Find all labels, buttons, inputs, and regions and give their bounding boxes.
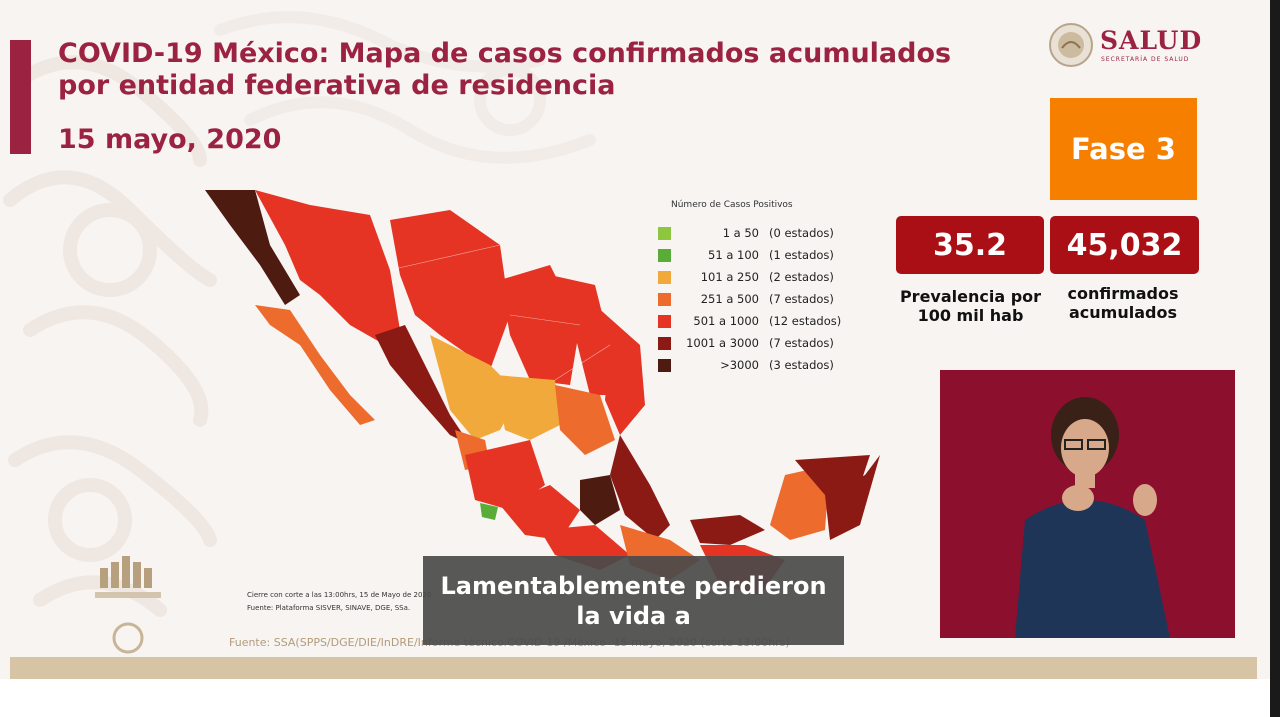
legend-range: 51 a 100 — [708, 248, 759, 262]
confirmed-value-box: 45,032 — [1050, 216, 1199, 274]
state-sonora — [255, 190, 400, 345]
note-line-2: Fuente: Plataforma SISVER, SINAVE, DGE, … — [247, 604, 411, 612]
legend-states-count: (0 estados) — [769, 226, 834, 240]
state-sinaloa — [375, 325, 470, 445]
seal-icon — [1049, 23, 1093, 67]
state-campeche — [770, 465, 830, 540]
state-tamaulipas — [595, 305, 645, 435]
government-emblem — [95, 556, 161, 654]
legend-swatch — [658, 248, 671, 262]
legend-states-count: (7 estados) — [769, 336, 834, 350]
legend-item: 1 a 50 (0 estados) — [658, 222, 878, 244]
map-notes: Cierre con corte a las 13:00hrs, 15 de M… — [247, 589, 431, 615]
legend-states-count: (12 estados) — [769, 314, 842, 328]
logo-subtext: SECRETARÍA DE SALUD — [1101, 56, 1190, 63]
legend-swatch — [658, 292, 671, 306]
interpreter-figure — [1015, 397, 1170, 638]
prevalence-label-line-1: Prevalencia por — [899, 287, 1042, 306]
state-colima — [480, 503, 498, 520]
legend-item: 501 a 1000 (12 estados) — [658, 310, 878, 332]
caption-text: Lamentablemente perdieron la vida a — [440, 571, 827, 630]
legend-range: >3000 — [720, 358, 759, 372]
state-quintana-roo — [825, 455, 880, 540]
state-nuevo-leon — [550, 275, 620, 395]
legend-swatch — [658, 336, 671, 350]
state-jalisco — [465, 440, 545, 510]
prevalence-label-line-2: 100 mil hab — [917, 306, 1024, 325]
prevalence-value-box: 35.2 — [896, 216, 1044, 274]
legend-swatch — [658, 314, 671, 328]
slide-title: COVID-19 México: Mapa de casos confirmad… — [58, 38, 958, 102]
legend-range: 101 a 250 — [700, 270, 759, 284]
legend-range: 501 a 1000 — [693, 314, 759, 328]
confirmed-value: 45,032 — [1066, 227, 1183, 263]
state-chihuahua — [390, 210, 510, 370]
legend-states-count: (3 estados) — [769, 358, 834, 372]
slide-title-line-2: por entidad federativa de residencia — [58, 70, 616, 101]
legend-range: 1001 a 3000 — [686, 336, 759, 350]
legend-title: Número de Casos Positivos — [671, 200, 793, 210]
legend-swatch — [658, 358, 671, 372]
legend-states-count: (1 estados) — [769, 248, 834, 262]
background-pattern-top — [214, 11, 596, 164]
legend-states-count: (7 estados) — [769, 292, 834, 306]
legend-item: 251 a 500 (7 estados) — [658, 288, 878, 310]
confirmed-label-line-1: confirmados — [1067, 284, 1179, 303]
legend-range: 1 a 50 — [722, 226, 759, 240]
title-accent-bar — [10, 40, 31, 154]
confirmed-label: confirmados acumulados — [1047, 284, 1199, 322]
footer-gold-bar — [10, 657, 1257, 679]
salud-logo: SALUD SECRETARÍA DE SALUD — [1048, 22, 1208, 70]
live-caption: Lamentablemente perdieron la vida a — [423, 556, 844, 645]
state-durango — [430, 335, 520, 440]
state-puebla-veracruz — [610, 435, 670, 540]
slide-date: 15 mayo, 2020 — [58, 124, 282, 155]
legend-states-count: (2 estados) — [769, 270, 834, 284]
state-zacatecas — [495, 375, 560, 440]
state-baja-california-sur — [255, 305, 375, 425]
legend-item: 1001 a 3000 (7 estados) — [658, 332, 878, 354]
confirmed-label-line-2: acumulados — [1069, 303, 1177, 322]
legend-item: >3000 (3 estados) — [658, 354, 878, 376]
logo-text: SALUD — [1100, 26, 1203, 55]
state-tabasco — [690, 515, 765, 545]
screen-edge — [1270, 0, 1280, 717]
sign-language-interpreter-video — [940, 370, 1235, 638]
legend-item: 101 a 250 (2 estados) — [658, 266, 878, 288]
legend-swatch — [658, 226, 671, 240]
phase-badge: Fase 3 — [1050, 98, 1197, 200]
legend-range: 251 a 500 — [700, 292, 759, 306]
map-legend: Número de Casos Positivos 1 a 50 (0 estad… — [658, 200, 878, 376]
state-cdmx-region — [580, 475, 620, 525]
legend-swatch — [658, 270, 671, 284]
legend-item: 51 a 100 (1 estados) — [658, 244, 878, 266]
state-baja-california — [205, 190, 300, 305]
prevalence-value: 35.2 — [932, 227, 1008, 263]
note-line-1: Cierre con corte a las 13:00hrs, 15 de M… — [247, 591, 432, 599]
state-san-luis-potosi — [555, 385, 615, 455]
state-michoacan — [500, 485, 580, 540]
prevalence-label: Prevalencia por 100 mil hab — [893, 287, 1048, 325]
bottom-strip — [0, 679, 1270, 717]
slide-title-line-1: COVID-19 México: Mapa de casos confirmad… — [58, 38, 952, 69]
